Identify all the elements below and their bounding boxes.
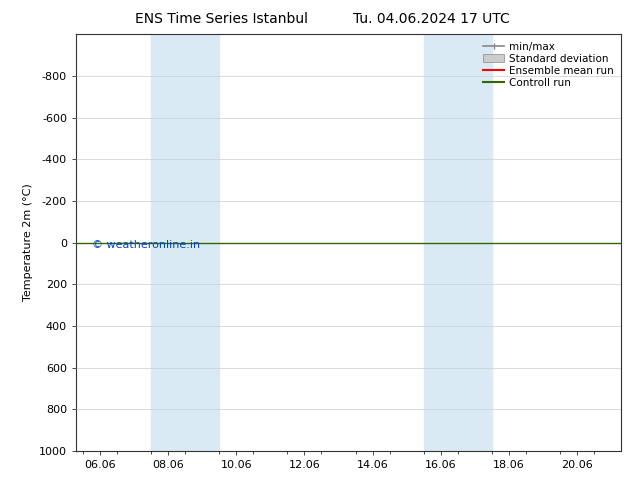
Bar xyxy=(151,34,219,451)
Text: Tu. 04.06.2024 17 UTC: Tu. 04.06.2024 17 UTC xyxy=(353,12,510,26)
Legend: min/max, Standard deviation, Ensemble mean run, Controll run: min/max, Standard deviation, Ensemble me… xyxy=(481,40,616,90)
Text: ENS Time Series Istanbul: ENS Time Series Istanbul xyxy=(136,12,308,26)
Bar xyxy=(424,34,492,451)
Y-axis label: Temperature 2m (°C): Temperature 2m (°C) xyxy=(23,184,34,301)
Text: © weatheronline.in: © weatheronline.in xyxy=(93,240,200,249)
